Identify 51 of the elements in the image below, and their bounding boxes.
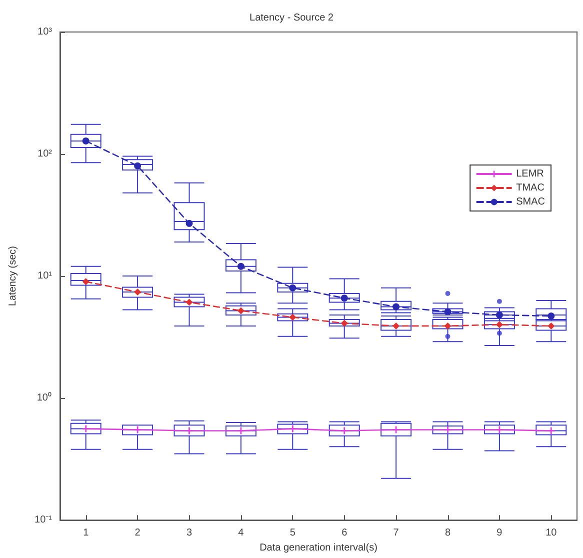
y-tick-label: 10⁻¹ (34, 514, 53, 526)
y-tick-label: 10¹ (38, 270, 53, 282)
point (548, 427, 555, 434)
x-tick-label: 7 (393, 528, 400, 539)
point (289, 284, 296, 292)
x-tick-label: 10 (546, 528, 558, 539)
point (134, 162, 142, 170)
point (548, 312, 555, 320)
x-tick-label: 8 (444, 528, 451, 539)
point (186, 427, 193, 434)
point (392, 303, 400, 310)
point (186, 298, 193, 306)
point (289, 425, 296, 432)
point (237, 427, 244, 434)
point (496, 321, 503, 328)
point (186, 220, 193, 227)
point (134, 426, 142, 434)
y-tick-label: 10⁰ (36, 392, 52, 404)
point (82, 425, 90, 432)
point (340, 294, 348, 302)
x-axis-title: Data generation interval(s) (260, 542, 378, 554)
point (82, 278, 90, 286)
point (496, 426, 503, 434)
x-tick-label: 3 (186, 528, 192, 539)
legend-label: TMAC (516, 182, 544, 194)
point (392, 426, 400, 434)
legend-label: SMAC (516, 196, 546, 208)
point (340, 320, 348, 327)
point (392, 322, 400, 330)
y-axis-title: Latency (sec) (8, 246, 18, 306)
point (496, 311, 503, 318)
point (548, 322, 555, 330)
chart-title: Latency - Source 2 (250, 12, 334, 24)
point (237, 262, 244, 270)
point (289, 314, 296, 321)
legend-label: LEMR (516, 168, 544, 180)
point (444, 308, 452, 316)
point (444, 426, 452, 434)
point (237, 307, 244, 314)
x-tick-label: 2 (134, 528, 141, 539)
x-tick-label: 4 (238, 528, 244, 539)
x-tick-label: 9 (496, 528, 503, 539)
point (134, 288, 142, 296)
x-tick-label: 6 (342, 528, 348, 539)
y-tick-label: 10³ (38, 26, 53, 38)
x-tick-label: 5 (290, 528, 296, 539)
y-tick-label: 10² (38, 148, 53, 160)
point (340, 427, 348, 434)
point (444, 322, 452, 330)
point (82, 137, 90, 144)
x-tick-label: 1 (83, 528, 90, 539)
